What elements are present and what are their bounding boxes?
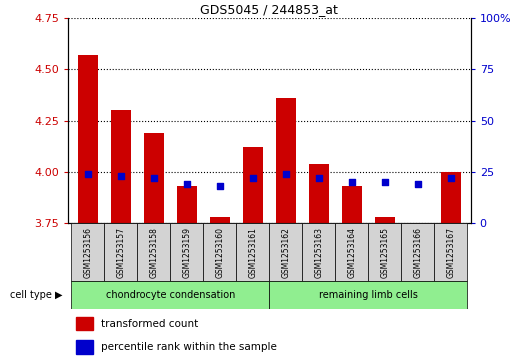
Title: GDS5045 / 244853_at: GDS5045 / 244853_at — [200, 3, 338, 16]
Text: GSM1253159: GSM1253159 — [183, 227, 191, 278]
Text: cell type ▶: cell type ▶ — [10, 290, 63, 300]
FancyBboxPatch shape — [203, 223, 236, 281]
Bar — [144, 133, 164, 223]
Text: transformed count: transformed count — [101, 318, 199, 329]
Point — [381, 179, 389, 185]
Text: GSM1253157: GSM1253157 — [116, 227, 126, 278]
Point — [282, 171, 290, 177]
Text: chondrocyte condensation: chondrocyte condensation — [106, 290, 235, 300]
FancyBboxPatch shape — [71, 281, 269, 309]
Bar — [243, 147, 263, 223]
Bar — [309, 164, 329, 223]
Text: GSM1253163: GSM1253163 — [314, 227, 323, 278]
Bar — [342, 186, 362, 223]
Bar — [408, 223, 428, 225]
FancyBboxPatch shape — [302, 223, 335, 281]
FancyBboxPatch shape — [71, 223, 104, 281]
Text: GSM1253158: GSM1253158 — [149, 227, 158, 278]
Point — [414, 182, 422, 187]
Bar — [76, 340, 93, 354]
FancyBboxPatch shape — [138, 223, 170, 281]
Text: GSM1253166: GSM1253166 — [413, 227, 423, 278]
FancyBboxPatch shape — [335, 223, 368, 281]
FancyBboxPatch shape — [269, 281, 468, 309]
Bar — [375, 217, 395, 223]
Text: GSM1253161: GSM1253161 — [248, 227, 257, 278]
Bar — [78, 55, 98, 223]
Bar — [276, 98, 295, 223]
Text: remaining limb cells: remaining limb cells — [319, 290, 418, 300]
Bar — [111, 110, 131, 223]
FancyBboxPatch shape — [170, 223, 203, 281]
Point — [315, 175, 323, 181]
Bar — [441, 172, 461, 223]
Text: GSM1253164: GSM1253164 — [347, 227, 356, 278]
Bar — [76, 317, 93, 330]
Bar — [177, 186, 197, 223]
FancyBboxPatch shape — [401, 223, 435, 281]
FancyBboxPatch shape — [236, 223, 269, 281]
FancyBboxPatch shape — [269, 223, 302, 281]
Point — [248, 175, 257, 181]
FancyBboxPatch shape — [368, 223, 401, 281]
Text: GSM1253162: GSM1253162 — [281, 227, 290, 278]
Point — [215, 183, 224, 189]
Point — [447, 175, 455, 181]
Text: GSM1253160: GSM1253160 — [215, 227, 224, 278]
Point — [150, 175, 158, 181]
Point — [183, 182, 191, 187]
Text: percentile rank within the sample: percentile rank within the sample — [101, 342, 277, 352]
Point — [117, 173, 125, 179]
FancyBboxPatch shape — [435, 223, 468, 281]
Point — [348, 179, 356, 185]
Point — [84, 171, 92, 177]
Text: GSM1253156: GSM1253156 — [83, 227, 92, 278]
Text: GSM1253167: GSM1253167 — [447, 227, 456, 278]
Bar — [210, 217, 230, 223]
FancyBboxPatch shape — [104, 223, 138, 281]
Text: GSM1253165: GSM1253165 — [380, 227, 390, 278]
